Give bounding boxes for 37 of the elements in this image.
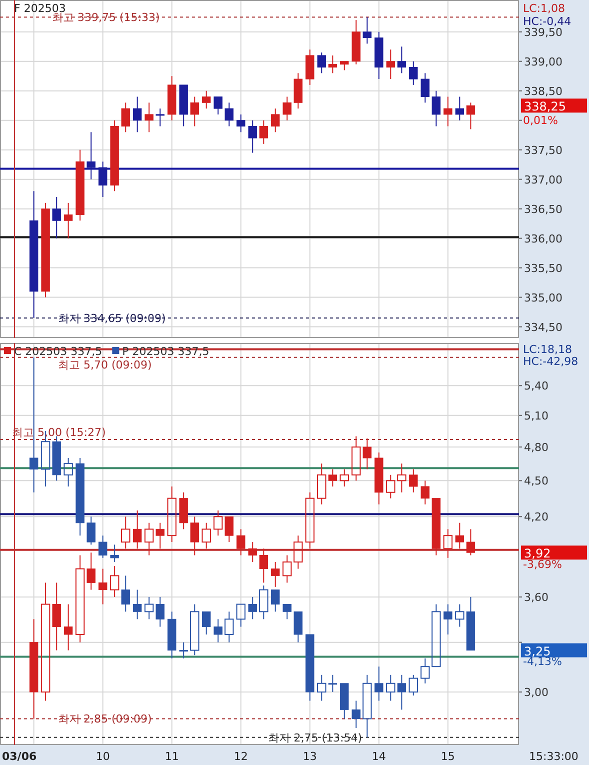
x-tick-label: 15 [440, 750, 455, 763]
x-tick-label: 12 [234, 750, 248, 763]
text: 338,25 [524, 100, 566, 114]
y-tick-label: 4,20 [524, 510, 548, 524]
x-tick-label: 10 [96, 750, 110, 763]
y-tick-label: 335,00 [524, 291, 562, 304]
text: 3,92 [524, 546, 551, 561]
text: HC:-42,98 [523, 355, 578, 368]
text: 03/06 [2, 750, 37, 763]
y-tick-label: 5,40 [524, 380, 548, 393]
y-tick-label: 3,00 [524, 686, 548, 700]
y-tick-label: 337,00 [524, 173, 562, 186]
y-tick-label: 335,50 [524, 262, 562, 275]
y-tick-label: 336,00 [524, 232, 562, 246]
text: 15:33:00 [529, 750, 578, 763]
ref-line-label: 최고 5,70 (09:09) [58, 358, 152, 372]
ref-line-label: 최고 339,75 (15:33) [52, 11, 160, 24]
ref-line-label: 최저 2,75 (13:54) [268, 731, 362, 744]
x-tick-label: 13 [302, 750, 317, 763]
y-tick-label: 339,50 [524, 26, 562, 39]
text: HC:-0,44 [523, 15, 572, 28]
text: LC:1,08 [523, 2, 566, 15]
y-tick-label: 338,50 [524, 84, 562, 98]
text: 0,01% [523, 114, 558, 127]
y-tick-label: 4,50 [524, 474, 548, 488]
y-tick-label: 5,10 [524, 409, 548, 422]
y-tick-label: 3,60 [524, 590, 548, 604]
y-tick-label: 337,50 [524, 144, 562, 157]
y-tick-label: 339,00 [524, 55, 562, 68]
text: LC:18,18 [523, 343, 572, 356]
ref-line-label: 최저 2,85 (09:09) [58, 712, 152, 726]
y-tick-label: 334,50 [524, 320, 562, 334]
x-tick-label: 11 [164, 750, 179, 763]
y-tick-label: 4,80 [524, 441, 548, 454]
y-tick-label: 336,50 [524, 202, 562, 216]
x-tick-label: 14 [372, 750, 386, 763]
text: -3,69% [523, 558, 562, 571]
